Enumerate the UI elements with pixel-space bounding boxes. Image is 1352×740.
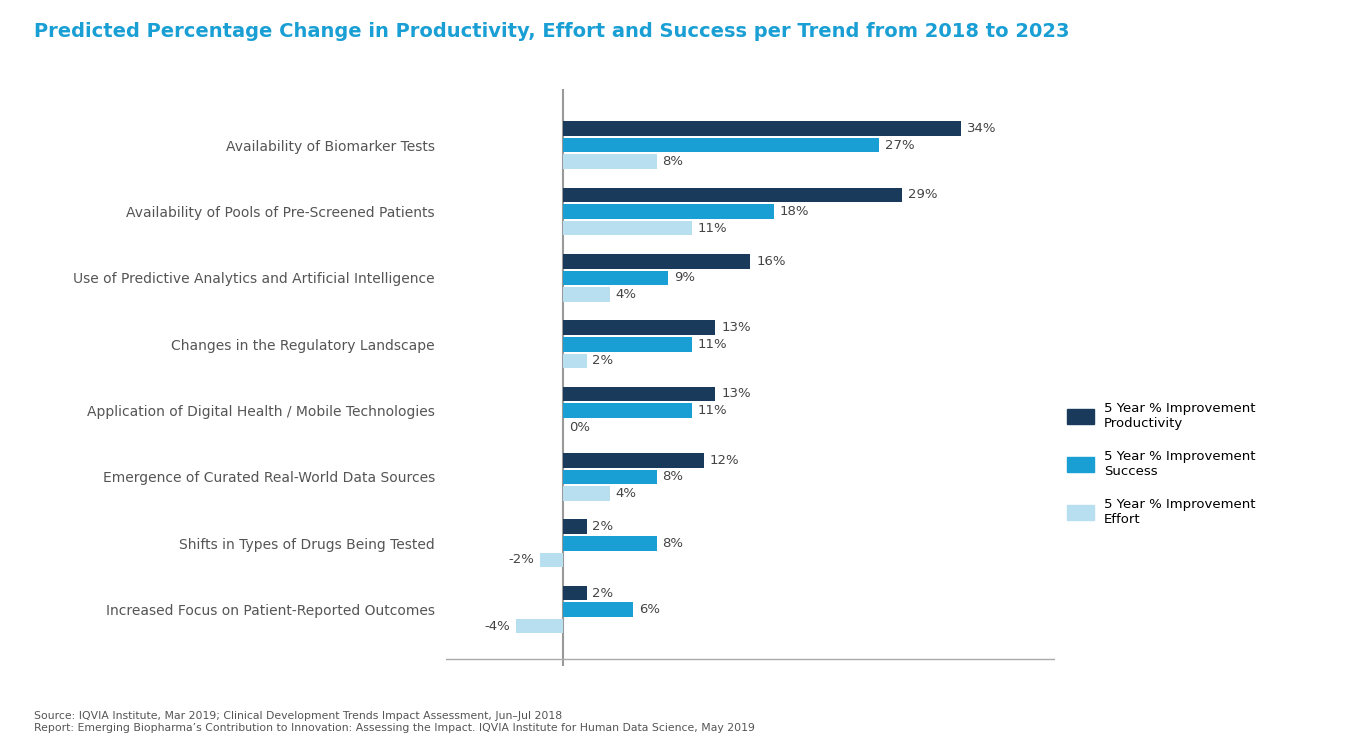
Text: 6%: 6% — [639, 603, 660, 616]
Legend: 5 Year % Improvement
Productivity, 5 Year % Improvement
Success, 5 Year % Improv: 5 Year % Improvement Productivity, 5 Yea… — [1067, 402, 1256, 526]
Bar — [564, 254, 750, 269]
Text: 27%: 27% — [886, 138, 914, 152]
Text: 11%: 11% — [698, 404, 727, 417]
Bar — [564, 138, 879, 152]
Text: -4%: -4% — [485, 619, 511, 633]
Text: 2%: 2% — [592, 520, 614, 534]
Bar — [564, 470, 657, 484]
Text: 11%: 11% — [698, 337, 727, 351]
Bar — [564, 602, 633, 617]
Bar — [564, 121, 961, 136]
Text: 4%: 4% — [615, 487, 637, 500]
Bar — [564, 287, 610, 302]
Text: 34%: 34% — [967, 122, 996, 135]
Bar — [564, 519, 587, 534]
Bar — [564, 221, 692, 235]
Text: 8%: 8% — [662, 536, 684, 550]
Bar — [564, 155, 657, 169]
Text: 4%: 4% — [615, 288, 637, 301]
Bar — [564, 486, 610, 501]
Text: 13%: 13% — [721, 321, 750, 334]
Text: 9%: 9% — [675, 272, 695, 284]
Text: Source: IQVIA Institute, Mar 2019; Clinical Development Trends Impact Assessment: Source: IQVIA Institute, Mar 2019; Clini… — [34, 711, 754, 733]
Bar — [564, 453, 703, 468]
Bar — [564, 320, 715, 335]
Bar — [564, 354, 587, 368]
Text: 11%: 11% — [698, 221, 727, 235]
Bar — [564, 271, 668, 285]
Bar — [564, 188, 903, 202]
Bar — [564, 387, 715, 401]
Text: 29%: 29% — [909, 189, 938, 201]
Bar — [564, 337, 692, 351]
Bar — [564, 536, 657, 551]
Text: 0%: 0% — [569, 420, 589, 434]
Bar — [516, 619, 564, 633]
Text: -2%: -2% — [508, 554, 534, 566]
Text: 8%: 8% — [662, 471, 684, 483]
Text: 16%: 16% — [756, 255, 786, 268]
Text: 8%: 8% — [662, 155, 684, 168]
Bar — [564, 586, 587, 600]
Text: 12%: 12% — [710, 454, 740, 467]
Text: 2%: 2% — [592, 587, 614, 599]
Bar — [564, 403, 692, 418]
Text: Predicted Percentage Change in Productivity, Effort and Success per Trend from 2: Predicted Percentage Change in Productiv… — [34, 22, 1069, 41]
Bar — [564, 204, 773, 219]
Text: 13%: 13% — [721, 388, 750, 400]
Text: 18%: 18% — [780, 205, 808, 218]
Text: 2%: 2% — [592, 354, 614, 367]
Bar — [539, 553, 564, 567]
